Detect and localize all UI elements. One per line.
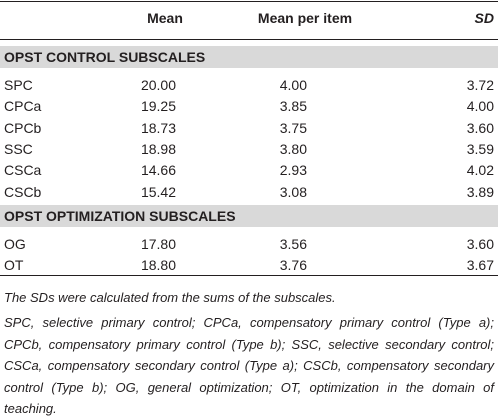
cell: 20.00 [140,77,176,93]
note: The SDs were calculated from the sums of… [4,290,336,305]
rule [0,275,498,276]
cell: 19.25 [140,98,176,115]
cell: 18.80 [140,257,176,274]
row-label: OT [4,257,24,274]
cell: 15.42 [140,183,176,200]
row-label: CPCb [4,119,42,136]
row-label: CPCa [4,98,42,115]
cell: 17.80 [140,235,176,252]
row-label: OG [4,235,26,252]
cell: 18.73 [140,119,176,136]
header-cell: Mean per item [257,10,353,26]
section-title: OPST OPTIMIZATION SUBSCALES [4,207,236,224]
cell: 3.89 [466,183,494,200]
cell: 3.56 [279,235,307,252]
cell: 18.98 [140,140,176,157]
cell: 3.85 [279,98,307,115]
section-band [0,46,498,68]
cell: 3.76 [279,257,307,274]
cell: 3.60 [466,235,494,252]
cell: 4.02 [466,162,494,179]
cell: 3.80 [279,140,307,157]
cell: 4.00 [466,98,494,115]
cell: 3.67 [466,257,494,274]
cell: 4.00 [279,77,307,93]
cell: 2.93 [279,162,307,179]
cell: 3.72 [466,77,494,93]
row-label: CSCa [4,162,42,179]
cell: 3.60 [466,119,494,136]
cell: 3.59 [466,140,494,157]
section-band [0,204,498,227]
rule [0,39,498,40]
row-label: SPC [4,77,33,93]
rule [0,1,498,2]
note: SPC, selective primary control; CPCa, co… [4,315,494,416]
section-title: OPST CONTROL SUBSCALES [4,49,206,65]
row-label: CSCb [4,183,42,200]
cell: 14.66 [140,162,176,179]
header-cell: Mean [147,10,183,26]
cell: 3.75 [279,119,307,136]
cell: 3.08 [279,183,307,200]
row-label: SSC [4,140,33,157]
header-cell: SD [474,10,494,26]
